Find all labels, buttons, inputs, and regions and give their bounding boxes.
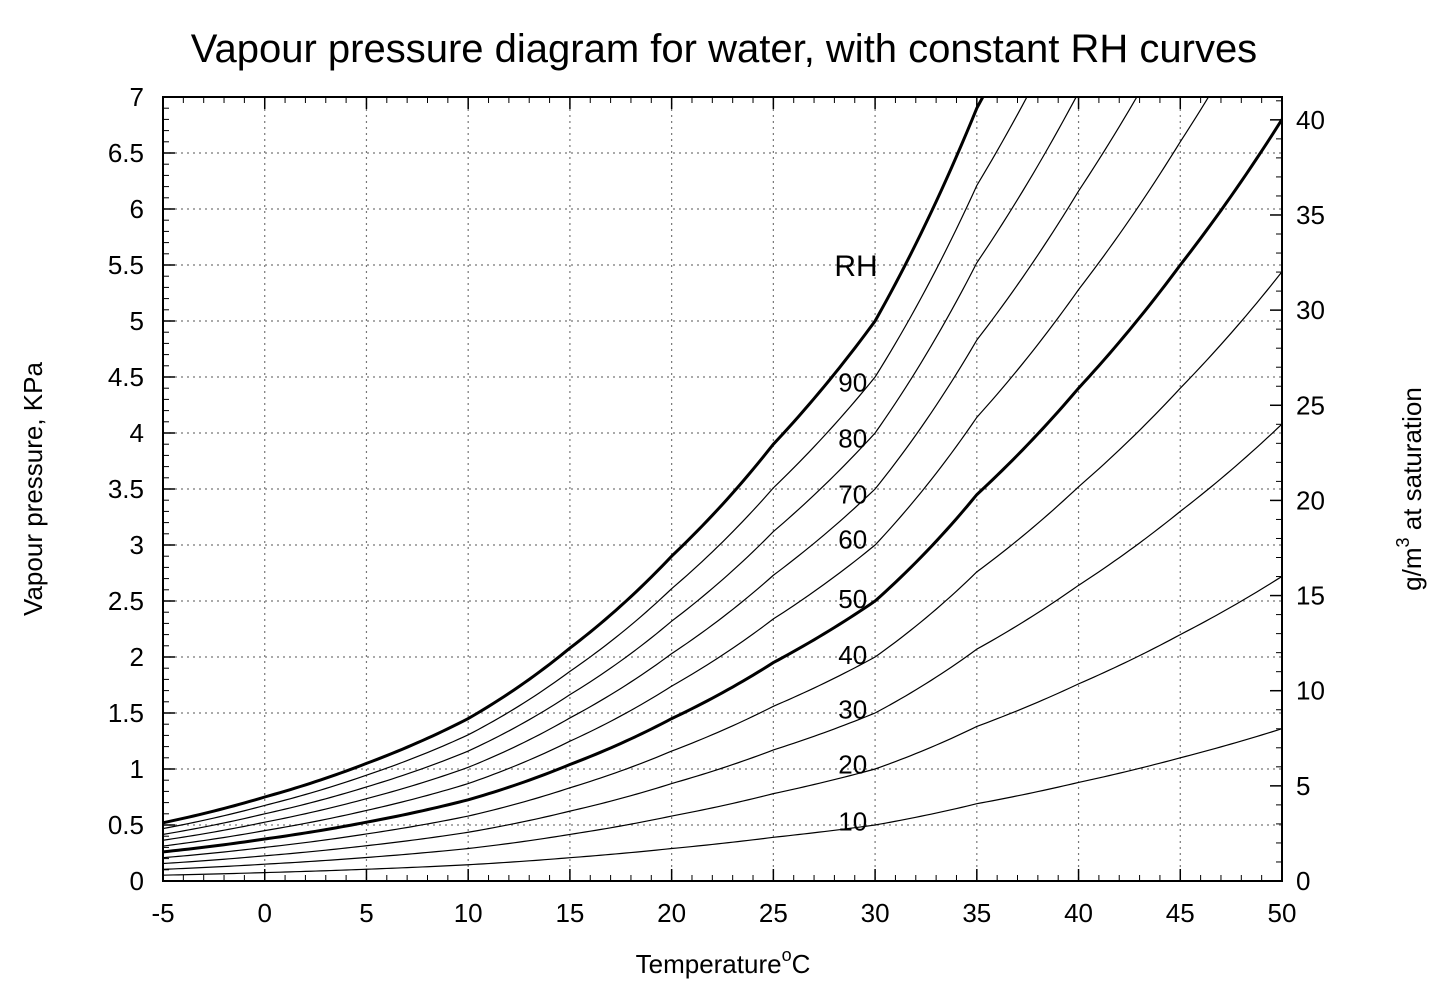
rh-curve-100	[163, 97, 985, 825]
x-axis-label-unit: C	[792, 949, 811, 979]
x-tick-label: 45	[1166, 898, 1195, 928]
y2-axis-label-suffix: at saturation	[1397, 387, 1427, 537]
y2-tick-label: 20	[1296, 485, 1325, 515]
x-tick-label: 15	[555, 898, 584, 928]
y-tick-label: 0.5	[108, 810, 144, 840]
rh-curve-40	[163, 271, 1282, 859]
y2-tick-label: 15	[1296, 581, 1325, 611]
y-tick-label: 6	[130, 194, 144, 224]
grid	[163, 97, 1282, 881]
y-tick-label: 1	[130, 754, 144, 784]
y2-tick-label: 25	[1296, 390, 1325, 420]
x-tick-label: 10	[454, 898, 483, 928]
curve-label-30: 30	[838, 695, 867, 725]
x-tick-label: 40	[1064, 898, 1093, 928]
y2-tick-label: 5	[1296, 771, 1310, 801]
y2-tick-label: 30	[1296, 295, 1325, 325]
curve-label-40: 40	[838, 640, 867, 670]
x-tick-label: 30	[861, 898, 890, 928]
curve-label-70: 70	[838, 480, 867, 510]
rh-curve-60	[163, 97, 1210, 847]
rh-curves	[163, 97, 1282, 876]
y-tick-label: 7	[130, 82, 144, 112]
axis-ticks	[162, 96, 1283, 882]
y2-tick-label: 10	[1296, 676, 1325, 706]
rh-curve-70	[163, 97, 1138, 841]
curve-labels: 90 80 70 60 50 40 30 20 10	[838, 368, 867, 837]
y2-axis-label: g/m3 at saturation	[1393, 387, 1427, 591]
x-axis-label-degree: o	[782, 945, 792, 965]
y-tick-label: 3	[130, 530, 144, 560]
y2-tick-label: 40	[1296, 105, 1325, 135]
y-tick-label: 3.5	[108, 474, 144, 504]
y-tick-label: 4	[130, 418, 144, 448]
y-axis-label: Vapour pressure, KPa	[18, 362, 48, 616]
x-tick-labels: -5 0 5 10 15 20 25 30 35 40 45 50	[151, 898, 1296, 928]
x-tick-label: 0	[257, 898, 271, 928]
curve-label-50: 50	[838, 584, 867, 614]
y2-tick-labels: 0 5 10 15 20 25 30 35 40	[1296, 105, 1325, 896]
y-tick-label: 4.5	[108, 362, 144, 392]
rh-curve-30	[163, 423, 1282, 865]
rh-curve-10	[163, 728, 1282, 876]
x-tick-label: -5	[151, 898, 174, 928]
x-axis-label: TemperatureoC	[636, 945, 811, 979]
y-tick-label: 5.5	[108, 250, 144, 280]
curve-label-80: 80	[838, 424, 867, 454]
curve-label-60: 60	[838, 524, 867, 554]
chart-title: Vapour pressure diagram for water, with …	[191, 27, 1257, 71]
x-axis-label-text: Temperature	[636, 949, 782, 979]
rh-curve-80	[163, 97, 1077, 836]
y-tick-labels: 0 0.5 1 1.5 2 2.5 3 3.5 4 4.5 5 5.5 6 6.5 7	[108, 82, 144, 896]
y-tick-label: 2	[130, 642, 144, 672]
y-tick-label: 6.5	[108, 138, 144, 168]
rh-curve-20	[163, 575, 1282, 870]
x-tick-label: 50	[1268, 898, 1297, 928]
y-tick-label: 1.5	[108, 698, 144, 728]
x-tick-label: 5	[359, 898, 373, 928]
curve-label-90: 90	[838, 368, 867, 398]
y2-axis-label-prefix: g/m	[1397, 547, 1427, 590]
x-tick-label: 20	[657, 898, 686, 928]
x-tick-label: 35	[962, 898, 991, 928]
x-tick-label: 25	[759, 898, 788, 928]
rh-header-label: RH	[834, 250, 877, 283]
y-tick-label: 5	[130, 306, 144, 336]
rh-curve-50	[163, 118, 1282, 854]
y2-tick-label: 35	[1296, 200, 1325, 230]
curve-label-20: 20	[838, 750, 867, 780]
y-tick-label: 0	[130, 866, 144, 896]
rh-curve-90	[163, 97, 1028, 830]
y2-tick-label: 0	[1296, 866, 1310, 896]
y2-axis-label-superscript: 3	[1393, 537, 1413, 547]
y-tick-label: 2.5	[108, 586, 144, 616]
curve-label-10: 10	[838, 807, 867, 837]
